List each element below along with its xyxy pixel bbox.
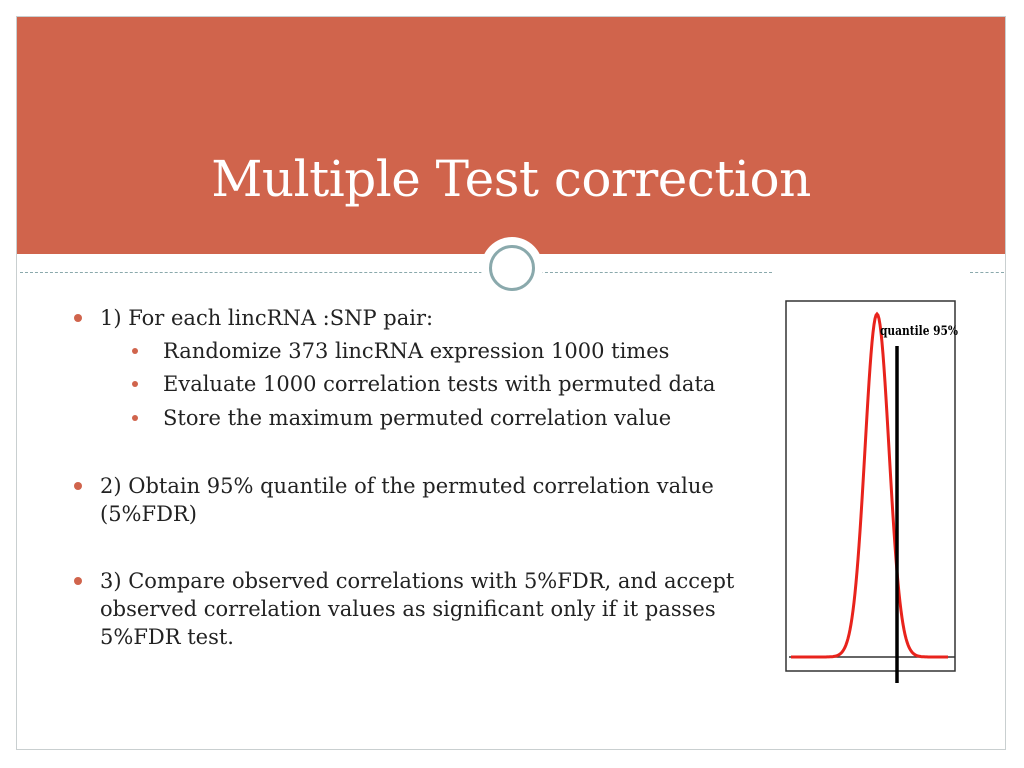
slide-title: Multiple Test correction — [211, 150, 811, 208]
bullet-dot-icon — [74, 314, 82, 322]
bullet-dot-icon — [74, 577, 82, 585]
title-band — [17, 17, 1005, 254]
divider-line-right — [540, 272, 772, 273]
divider-line-left — [20, 272, 482, 273]
quantile-label: quantile 95% — [880, 324, 959, 339]
divider-line-far-right — [970, 272, 1004, 273]
sub-bullet-text: Evaluate 1000 correlation tests with per… — [163, 372, 716, 396]
sub-bullet-dot-icon — [132, 381, 138, 387]
bullet-text: 2) Obtain 95% quantile of the permuted c… — [100, 474, 714, 526]
sub-bullet-dot-icon — [132, 348, 138, 354]
sub-bullet-text: Randomize 373 lincRNA expression 1000 ti… — [163, 339, 670, 363]
sub-bullet-dot-icon — [132, 415, 138, 421]
distribution-figure: quantile 95% — [785, 300, 959, 683]
bullet-text: 1) For each lincRNA :SNP pair: — [100, 306, 434, 330]
bullet-dot-icon — [74, 482, 82, 490]
sub-bullet-text: Store the maximum permuted correlation v… — [163, 406, 672, 430]
bullet-text: 3) Compare observed correlations with 5%… — [100, 569, 735, 649]
circle-ring-icon — [489, 245, 535, 291]
bell-curve — [791, 311, 948, 659]
